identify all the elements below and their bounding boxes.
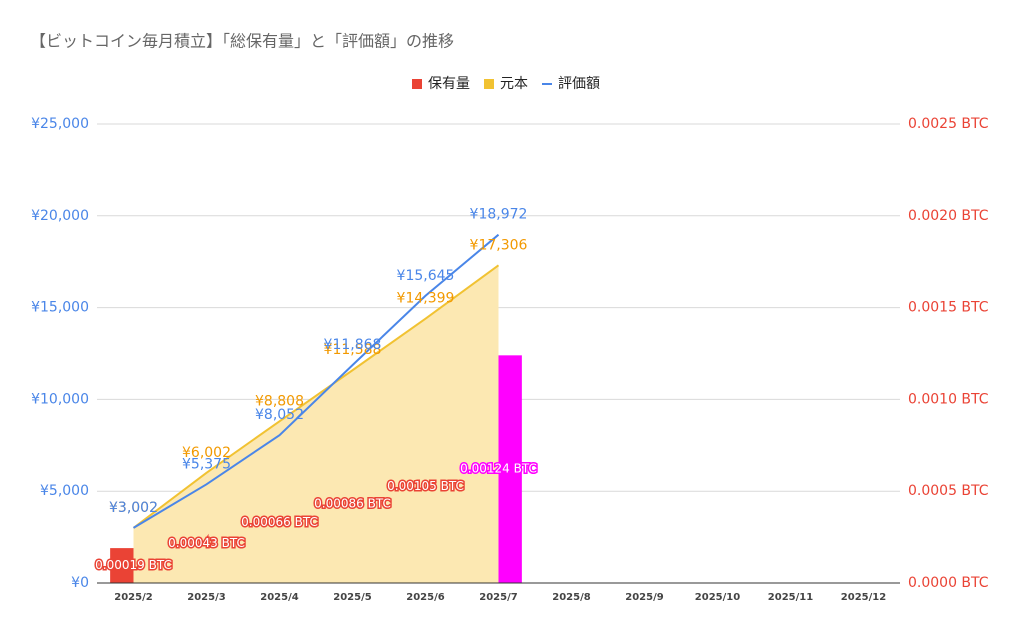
data-label: ¥3,002 <box>109 500 158 516</box>
y-tick-label: ¥25,000 <box>31 116 89 132</box>
x-tick-label: 2025/10 <box>695 592 740 603</box>
x-tick-label: 2025/7 <box>479 592 517 603</box>
area <box>133 265 499 583</box>
bar-label: 0.00105 BTC <box>387 479 464 493</box>
x-tick-label: 2025/9 <box>625 592 663 603</box>
y2-tick-label: 0.0020 BTC <box>908 208 989 224</box>
bar-label: 0.00066 BTC <box>241 515 318 529</box>
legend-swatch <box>412 79 422 89</box>
data-label: ¥8,052 <box>255 407 304 423</box>
bar-label: 0.00043 BTC <box>168 536 245 550</box>
data-label: ¥8,808 <box>255 393 304 409</box>
x-tick-label: 2025/5 <box>333 592 371 603</box>
legend-swatch <box>484 79 494 89</box>
x-tick-label: 2025/8 <box>552 592 590 603</box>
x-tick-label: 2025/2 <box>114 592 152 603</box>
data-label: ¥11,588 <box>324 342 382 358</box>
data-label: ¥6,002 <box>182 445 231 461</box>
data-label: ¥17,306 <box>470 237 528 253</box>
y2-tick-label: 0.0025 BTC <box>908 116 989 132</box>
y-tick-label: ¥5,000 <box>40 483 89 499</box>
legend-label: 評価額 <box>558 76 600 92</box>
x-tick-label: 2025/6 <box>406 592 444 603</box>
x-tick-label: 2025/12 <box>841 592 886 603</box>
legend-label: 保有量 <box>428 76 470 92</box>
data-label: ¥5,375 <box>182 456 231 472</box>
y-tick-label: ¥15,000 <box>31 300 89 316</box>
area-line <box>132 264 500 529</box>
bar-label: 0.00019 BTC <box>95 558 172 572</box>
y-tick-label: ¥20,000 <box>31 208 89 224</box>
x-tick-label: 2025/3 <box>187 592 225 603</box>
y2-tick-label: 0.0015 BTC <box>908 300 989 316</box>
y-tick-label: ¥0 <box>71 575 89 591</box>
bar-label: 0.00086 BTC <box>314 497 391 511</box>
y2-tick-label: 0.0005 BTC <box>908 483 989 499</box>
data-label: ¥11,868 <box>324 337 382 353</box>
line <box>132 233 500 529</box>
chart-title: 【ビットコイン毎月積立】「総保有量」と「評価額」の推移 <box>30 32 454 51</box>
x-tick-label: 2025/11 <box>768 592 813 603</box>
data-label: ¥3,002 <box>109 500 158 516</box>
x-tick-label: 2025/4 <box>260 592 298 603</box>
y2-tick-label: 0.0010 BTC <box>908 391 989 407</box>
bar-label: 0.00124 BTC <box>460 462 537 476</box>
data-label: ¥18,972 <box>470 207 528 223</box>
data-label: ¥15,645 <box>397 268 455 284</box>
y2-tick-label: 0.0000 BTC <box>908 575 989 591</box>
legend-label: 元本 <box>500 76 528 92</box>
y-tick-label: ¥10,000 <box>31 391 89 407</box>
data-label: ¥14,399 <box>397 291 455 307</box>
